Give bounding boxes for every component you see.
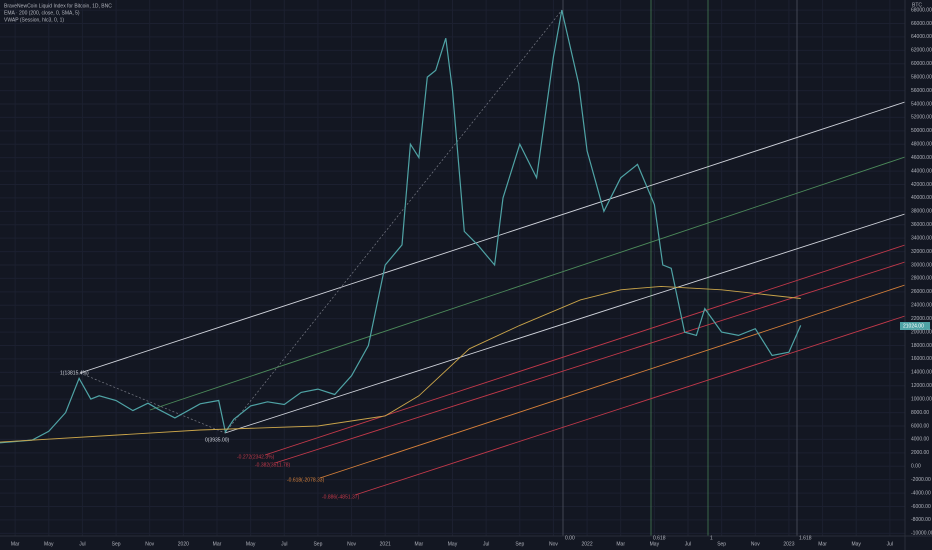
- y-tick-label: 46000.00: [911, 155, 932, 161]
- x-tick-label: Sep: [717, 541, 726, 547]
- x-tick-label: Sep: [515, 541, 524, 547]
- trend-line: [264, 244, 906, 456]
- y-tick-label: 30000.00: [911, 262, 932, 268]
- y-tick-label: 62000.00: [911, 48, 932, 54]
- y-tick-label: 24000.00: [911, 303, 932, 309]
- y-tick-label: 18000.00: [911, 343, 932, 349]
- y-tick-label: 22000.00: [911, 316, 932, 322]
- vline-label: 1: [710, 535, 713, 541]
- trend-line: [79, 101, 906, 374]
- y-tick-label: -6000.00: [911, 504, 931, 510]
- y-tick-label: 52000.00: [911, 115, 932, 121]
- x-tick-label: Mar: [11, 541, 20, 547]
- y-tick-label: -8000.00: [911, 517, 931, 523]
- annotation: -0.886(-4851.37): [322, 494, 360, 500]
- x-tick-label: Mar: [616, 541, 625, 547]
- x-tick-label: 2020: [178, 541, 189, 547]
- x-tick-label: 2022: [582, 541, 593, 547]
- trend-line: [224, 213, 906, 434]
- legend-entry: VWAP (Session, hlc3, 0, 1): [4, 17, 64, 23]
- y-tick-label: 40000.00: [911, 195, 932, 201]
- y-tick-label: 8000.00: [911, 410, 929, 416]
- trend-line: [274, 261, 906, 464]
- plot: [0, 9, 802, 444]
- x-tick-label: Mar: [415, 541, 424, 547]
- y-tick-label: 0.00: [911, 464, 921, 470]
- vline-label: 0.618: [653, 535, 666, 541]
- y-tick-label: 12000.00: [911, 383, 932, 389]
- x-tick-label: Nov: [347, 541, 356, 547]
- annotation: -0.382(3511.78): [255, 462, 291, 468]
- y-tick-label: 32000.00: [911, 249, 932, 255]
- series-line: [0, 285, 801, 443]
- annotation: -0.618(-2078.33): [287, 477, 325, 483]
- x-tick-label: May: [246, 541, 256, 547]
- grid: [0, 0, 905, 536]
- x-tick-label: May: [650, 541, 660, 547]
- y-tick-label: 58000.00: [911, 74, 932, 80]
- x-tick-label: Nov: [549, 541, 558, 547]
- price-tag: 21024.00: [903, 323, 924, 329]
- x-tick-label: May: [448, 541, 458, 547]
- vline-label: 1.618: [799, 535, 812, 541]
- vline-label: 0.00: [565, 535, 575, 541]
- y-tick-label: 10000.00: [911, 396, 932, 402]
- y-tick-label: 66000.00: [911, 21, 932, 27]
- y-tick-label: 26000.00: [911, 289, 932, 295]
- y-tick-label: 64000.00: [911, 34, 932, 40]
- x-tick-label: May: [44, 541, 54, 547]
- y-tick-label: 56000.00: [911, 88, 932, 94]
- y-tick-label: 20000.00: [911, 329, 932, 335]
- annotation: 0(3935.00): [205, 437, 230, 443]
- x-tick-label: Jul: [887, 541, 893, 547]
- y-tick-label: 42000.00: [911, 182, 932, 188]
- price-tag-bg: [900, 322, 930, 330]
- y-tick-label: 14000.00: [911, 370, 932, 376]
- legend-entry: BraveNewCoin Liquid Index for Bitcoin, 1…: [4, 3, 112, 9]
- y-tick-label: -10000.00: [911, 531, 932, 537]
- axis-unit: BTC: [912, 2, 922, 8]
- y-tick-label: 54000.00: [911, 101, 932, 107]
- trend-line: [354, 315, 906, 496]
- y-tick-label: 50000.00: [911, 128, 932, 134]
- y-tick-label: 16000.00: [911, 356, 932, 362]
- x-tick-label: May: [851, 541, 861, 547]
- y-tick-label: -4000.00: [911, 490, 931, 496]
- x-tick-label: 2023: [783, 541, 794, 547]
- y-tick-label: 68000.00: [911, 7, 932, 13]
- y-tick-label: 36000.00: [911, 222, 932, 228]
- annotation: -0.272(2342.3%): [237, 454, 275, 460]
- y-tick-label: -2000.00: [911, 477, 931, 483]
- x-tick-label: Nov: [145, 541, 154, 547]
- trend-line: [319, 284, 906, 479]
- y-tick-label: 34000.00: [911, 235, 932, 241]
- x-tick-label: Mar: [818, 541, 827, 547]
- y-tick-label: 48000.00: [911, 142, 932, 148]
- y-tick-label: 60000.00: [911, 61, 932, 67]
- y-tick-label: 4000.00: [911, 437, 929, 443]
- y-tick-label: 28000.00: [911, 276, 932, 282]
- x-tick-label: Mar: [213, 541, 222, 547]
- drawings: [79, 0, 906, 536]
- x-tick-label: 2021: [380, 541, 391, 547]
- x-tick-label: Jul: [79, 541, 85, 547]
- legend-entry: EMA · 200 (200, close, 0, SMA, 5): [4, 10, 80, 16]
- series-line: [0, 9, 802, 444]
- y-tick-label: 6000.00: [911, 423, 929, 429]
- y-tick-label: 38000.00: [911, 209, 932, 215]
- x-tick-label: Jul: [685, 541, 691, 547]
- y-tick-label: 2000.00: [911, 450, 929, 456]
- x-tick-label: Nov: [751, 541, 760, 547]
- x-tick-label: Sep: [112, 541, 121, 547]
- x-tick-label: Sep: [313, 541, 322, 547]
- y-tick-label: 44000.00: [911, 168, 932, 174]
- x-tick-label: Jul: [483, 541, 489, 547]
- x-tick-label: Jul: [281, 541, 287, 547]
- trend-line: [149, 156, 906, 411]
- annotation: 1(13815.4%): [60, 370, 89, 376]
